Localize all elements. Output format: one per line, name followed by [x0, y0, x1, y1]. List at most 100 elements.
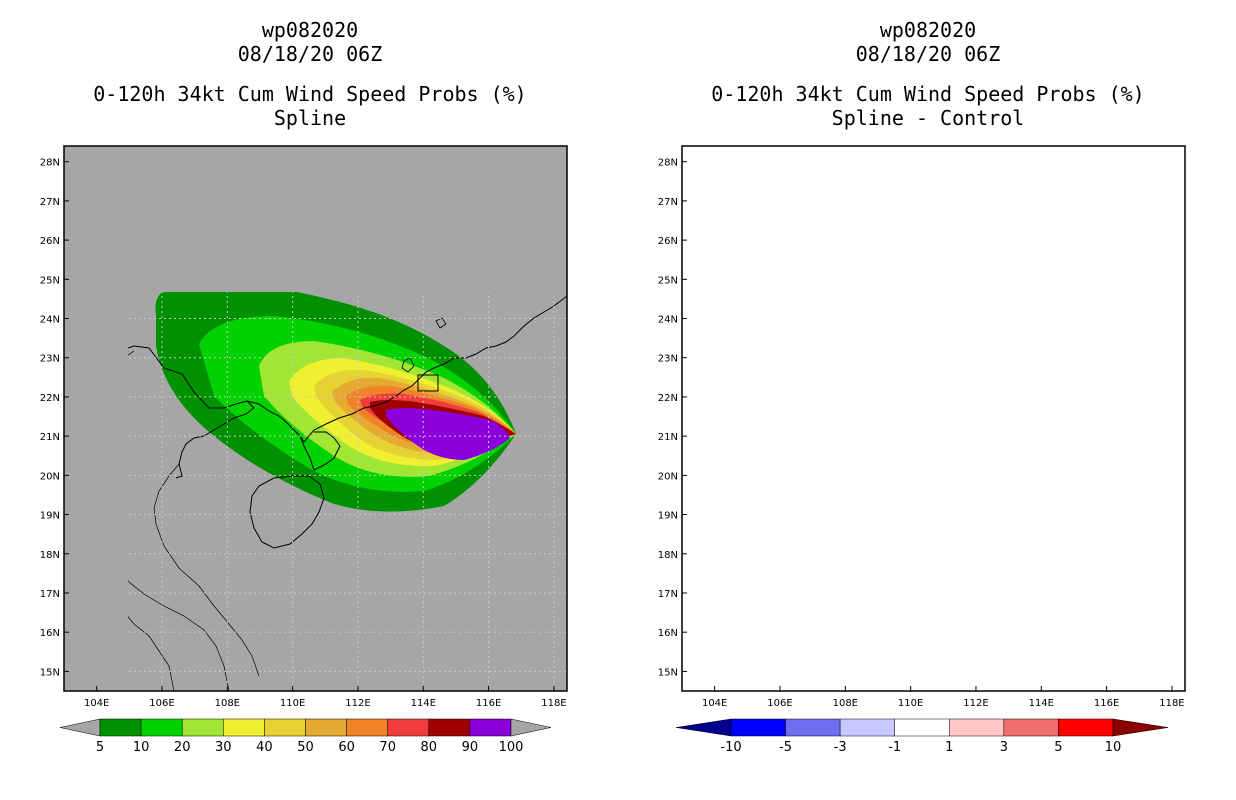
lat-tick-label: 22N: [40, 393, 60, 404]
lon-tick-label: 114E: [1029, 698, 1054, 709]
left-axis-labels: 104E 106E 108E 110E 112E 114E 116E 118E 28N 27N 26…: [40, 158, 567, 709]
colorbar-label: 60: [338, 740, 355, 755]
lat-tick-label: 16N: [40, 628, 60, 639]
lat-tick-label: 22N: [658, 393, 678, 404]
left-map: 104E 106E 108E 110E 112E 114E 116E 118E 28N 27N 26…: [40, 145, 568, 709]
colorbar-label: 5: [96, 740, 104, 755]
colorbar-box: [99, 718, 142, 737]
lat-tick-label: 23N: [40, 354, 60, 365]
lat-tick-label: 26N: [40, 236, 60, 247]
colorbar-box: [428, 718, 471, 737]
left-gridlines: [128, 292, 567, 691]
left-probability-field: [128, 292, 568, 692]
right-axis-labels: 104E 106E 108E 110E 112E 114E 116E 118E 28N 27N 26…: [658, 158, 1185, 709]
colorbar-label: 50: [297, 740, 314, 755]
colorbar-label: 20: [174, 740, 191, 755]
left-datetime: 08/18/20 06Z: [237, 42, 383, 66]
colorbar-box: [469, 718, 512, 737]
colorbar-box: [839, 718, 895, 737]
lat-tick-label: 15N: [658, 667, 678, 678]
lat-tick-label: 21N: [658, 432, 678, 443]
lon-tick-label: 118E: [1159, 698, 1184, 709]
colorbar-box: [346, 718, 388, 737]
colorbar-label: -10: [720, 740, 741, 755]
lat-tick-label: 24N: [40, 315, 60, 326]
colorbar-label: -3: [834, 740, 847, 755]
lon-tick-label: 114E: [411, 698, 436, 709]
colorbar-label: 80: [421, 740, 438, 755]
colorbar-label: 10: [1105, 740, 1122, 755]
colorbar-arrow-high: [1112, 718, 1169, 737]
lat-tick-label: 20N: [658, 471, 678, 482]
lat-tick-label: 18N: [658, 550, 678, 561]
colorbar-label: 3: [1000, 740, 1008, 755]
colorbar-box: [140, 718, 183, 737]
right-map-frame: [681, 145, 1186, 692]
lat-tick-label: 20N: [40, 471, 60, 482]
colorbar-label: 90: [462, 740, 479, 755]
lat-tick-label: 19N: [658, 511, 678, 522]
left-map-frame: [63, 145, 568, 692]
colorbar-label: -5: [779, 740, 792, 755]
colorbar-label: 100: [499, 740, 524, 755]
colorbar-box: [894, 718, 950, 737]
left-title: 0-120h 34kt Cum Wind Speed Probs (%): [93, 82, 527, 106]
lat-tick-label: 27N: [658, 197, 678, 208]
lat-tick-label: 28N: [658, 158, 678, 169]
lon-tick-label: 104E: [702, 698, 727, 709]
colorbar-box: [264, 718, 306, 737]
lon-tick-label: 110E: [280, 698, 305, 709]
lon-tick-label: 104E: [84, 698, 109, 709]
colorbar-label: 1: [945, 740, 953, 755]
colorbar-box: [1058, 718, 1114, 737]
lat-tick-label: 25N: [658, 275, 678, 286]
lon-tick-label: 106E: [767, 698, 792, 709]
left-panel-header: wp082020 08/18/20 06Z 0-120h 34kt Cum Wi…: [30, 18, 590, 130]
colorbar-label: 30: [215, 740, 232, 755]
colorbar-box: [387, 718, 430, 737]
left-subtitle: Spline: [273, 106, 347, 130]
lon-tick-label: 108E: [215, 698, 240, 709]
colorbar-box: [785, 718, 841, 737]
lon-tick-label: 106E: [149, 698, 174, 709]
lon-tick-label: 112E: [345, 698, 370, 709]
left-colorbar: 5 10 20 30 40 50 60 70 80 90 100: [59, 718, 552, 755]
colorbar-box: [949, 718, 1005, 737]
colorbar-label: -1: [888, 740, 901, 755]
lat-tick-label: 18N: [40, 550, 60, 561]
lat-tick-label: 19N: [40, 511, 60, 522]
colorbar-label: 40: [256, 740, 273, 755]
lat-tick-label: 17N: [40, 589, 60, 600]
lat-tick-label: 21N: [40, 432, 60, 443]
right-storm-id: wp082020: [879, 18, 977, 42]
colorbar-box: [305, 718, 347, 737]
colorbar-label: 5: [1054, 740, 1062, 755]
colorbar-box: [1003, 718, 1059, 737]
lon-tick-label: 116E: [476, 698, 501, 709]
lon-tick-label: 116E: [1094, 698, 1119, 709]
lat-tick-label: 25N: [40, 275, 60, 286]
colorbar-box: [181, 718, 224, 737]
lat-tick-label: 26N: [658, 236, 678, 247]
right-map: 104E 106E 108E 110E 112E 114E 116E 118E 28N 27N 26…: [658, 145, 1186, 709]
lon-tick-label: 108E: [833, 698, 858, 709]
right-map-background: [682, 146, 1185, 691]
lon-tick-label: 118E: [541, 698, 566, 709]
lat-tick-label: 24N: [658, 315, 678, 326]
lat-tick-label: 23N: [658, 354, 678, 365]
lon-tick-label: 112E: [963, 698, 988, 709]
right-title: 0-120h 34kt Cum Wind Speed Probs (%): [711, 82, 1145, 106]
colorbar-label: 70: [379, 740, 396, 755]
colorbar-arrow-low: [59, 718, 101, 737]
left-storm-id: wp082020: [261, 18, 359, 42]
right-subtitle: Spline - Control: [831, 106, 1025, 130]
lat-tick-label: 15N: [40, 667, 60, 678]
colorbar-label: 10: [133, 740, 150, 755]
lat-tick-label: 28N: [40, 158, 60, 169]
lon-tick-label: 110E: [898, 698, 923, 709]
colorbar-box: [730, 718, 786, 737]
prob-90-100: [386, 408, 510, 460]
lat-tick-label: 17N: [658, 589, 678, 600]
colorbar-box: [223, 718, 265, 737]
right-panel-header: wp082020 08/18/20 06Z 0-120h 34kt Cum Wi…: [648, 18, 1208, 130]
